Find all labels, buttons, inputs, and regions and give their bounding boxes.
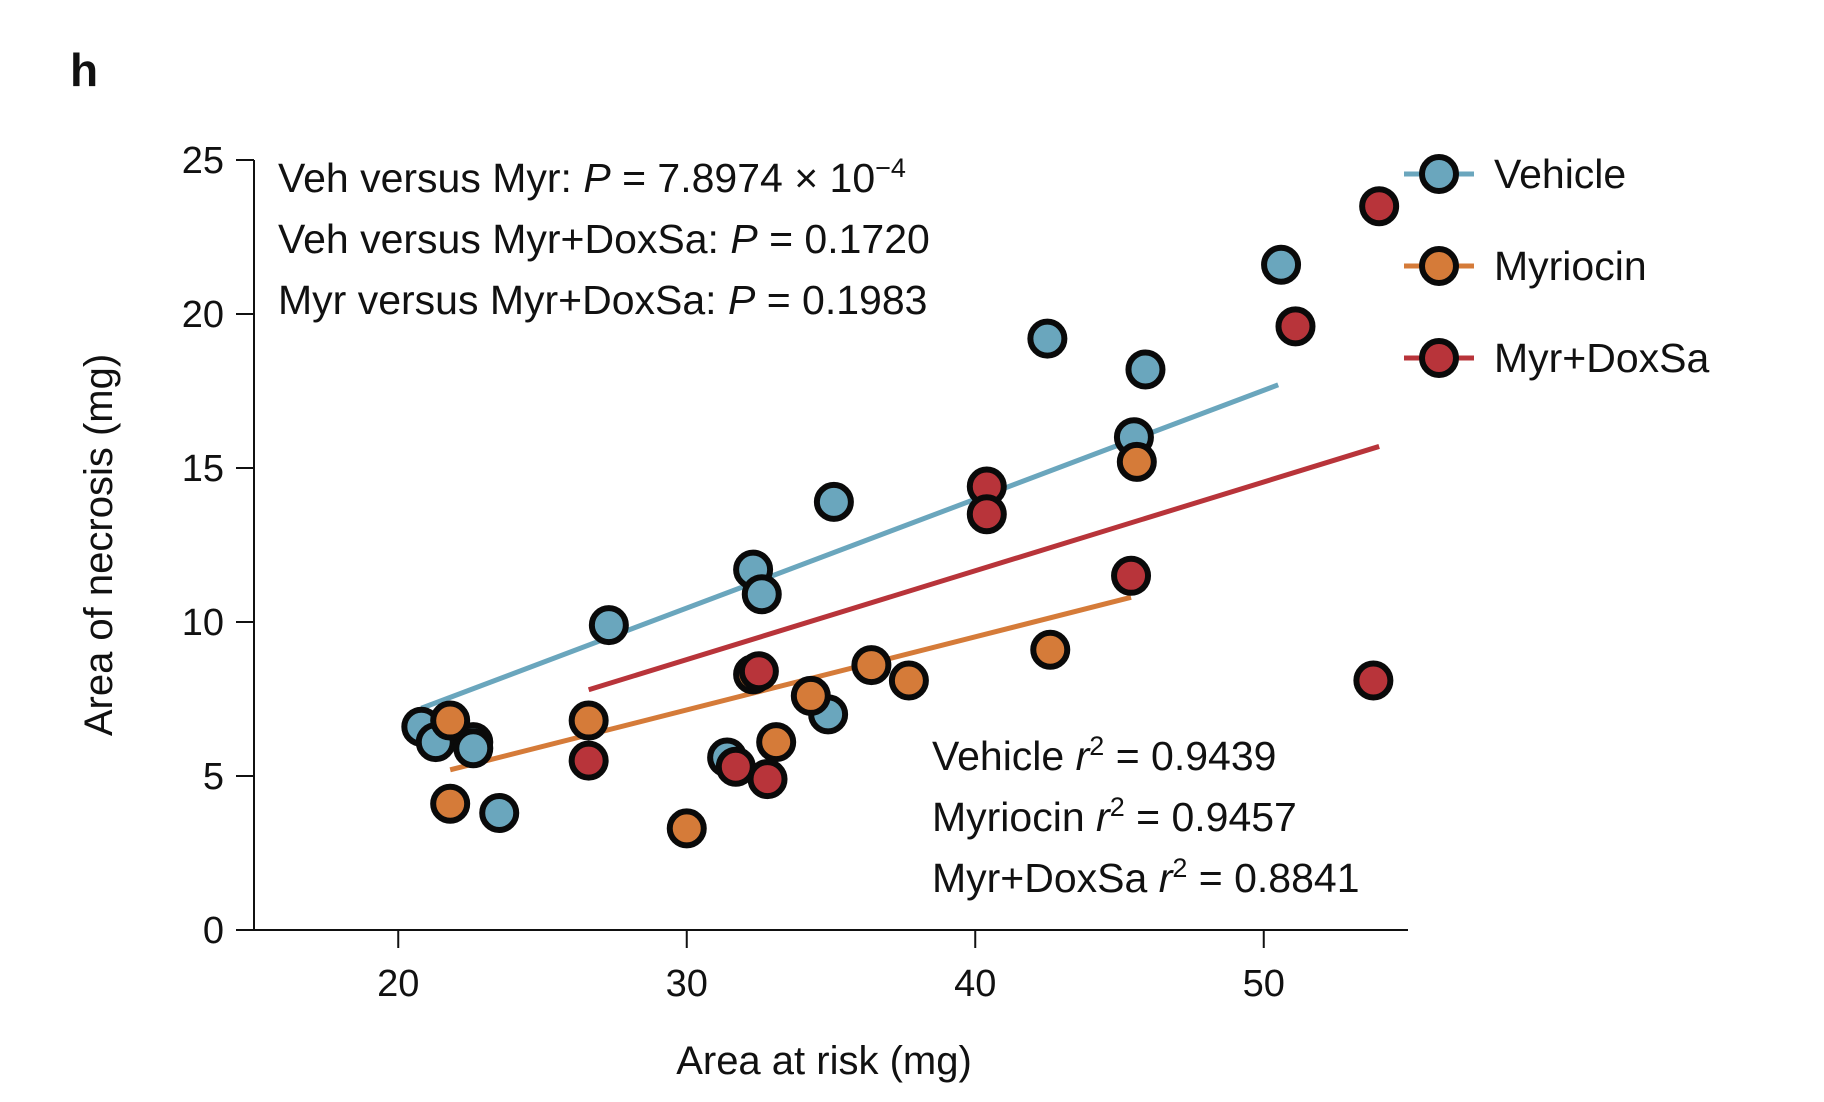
p-value-line: Veh versus Myr+DoxSa: P = 0.1720 (278, 216, 930, 262)
point-vehicle (479, 792, 520, 833)
point-myr-doxsa (747, 759, 788, 800)
point-myr-doxsa (1275, 306, 1316, 347)
y-tick-label: 15 (182, 448, 224, 490)
point-myr-doxsa (1359, 186, 1400, 227)
point-myriocin (1116, 441, 1157, 482)
fit-line-myr-doxsa (587, 444, 1380, 693)
y-tick-label: 10 (182, 602, 224, 644)
legend-label-vehicle: Vehicle (1494, 151, 1626, 197)
legend: Vehicle Myriocin Myr+DoxSa (1404, 151, 1710, 381)
axes: 0 5 10 15 20 25 20 30 40 50 (182, 140, 1408, 1005)
r-squared-line: Myr+DoxSa r2 = 0.8841 (932, 853, 1360, 901)
r-squared-line: Myriocin r2 = 0.9457 (932, 792, 1297, 840)
point-myr-doxsa (1353, 660, 1394, 701)
point-vehicle (1261, 244, 1302, 285)
legend-marker-myriocin (1419, 246, 1459, 286)
y-tick-label: 25 (182, 140, 224, 182)
point-myriocin (756, 722, 797, 763)
y-tick-label: 5 (203, 756, 224, 798)
y-tick-label: 0 (203, 910, 224, 952)
point-myriocin (568, 700, 609, 741)
legend-label-myr-doxsa: Myr+DoxSa (1494, 335, 1710, 381)
data-points (401, 186, 1400, 849)
x-axis-title: Area at risk (mg) (676, 1039, 972, 1083)
x-tick-label: 20 (377, 963, 419, 1005)
legend-marker-vehicle (1419, 154, 1459, 194)
p-value-line: Myr versus Myr+DoxSa: P = 0.1983 (278, 277, 927, 323)
point-myr-doxsa (966, 494, 1007, 535)
point-myriocin (790, 675, 831, 716)
point-vehicle (741, 574, 782, 615)
point-vehicle (588, 605, 629, 646)
point-myr-doxsa (1111, 555, 1152, 596)
point-myriocin (430, 783, 471, 824)
fit-line-myriocin (449, 594, 1132, 773)
point-vehicle (453, 728, 494, 769)
y-axis-title: Area of necrosis (mg) (77, 354, 121, 736)
point-myriocin (430, 700, 471, 741)
point-vehicle (813, 481, 854, 522)
y-tick-label: 20 (182, 294, 224, 336)
panel-label: h (70, 44, 98, 96)
point-myriocin (1030, 629, 1071, 670)
p-value-line: Veh versus Myr: P = 7.8974 × 10−4 (278, 153, 906, 201)
x-tick-label: 50 (1243, 963, 1285, 1005)
point-vehicle (1125, 349, 1166, 390)
point-myriocin (666, 808, 707, 849)
point-vehicle (1027, 318, 1068, 359)
r-squared-annotations: Vehicle r2 = 0.9439 Myriocin r2 = 0.9457 M… (932, 731, 1360, 901)
point-myr-doxsa (738, 651, 779, 692)
p-value-annotations: Veh versus Myr: P = 7.8974 × 10−4 Veh ver… (278, 153, 930, 323)
x-tick-label: 30 (666, 963, 708, 1005)
r-squared-line: Vehicle r2 = 0.9439 (932, 731, 1276, 779)
fit-lines (420, 382, 1380, 773)
point-myr-doxsa (568, 740, 609, 781)
point-myriocin (851, 645, 892, 686)
legend-marker-myr-doxsa (1419, 338, 1459, 378)
point-myriocin (888, 660, 929, 701)
x-tick-label: 40 (954, 963, 996, 1005)
legend-label-myriocin: Myriocin (1494, 243, 1647, 289)
